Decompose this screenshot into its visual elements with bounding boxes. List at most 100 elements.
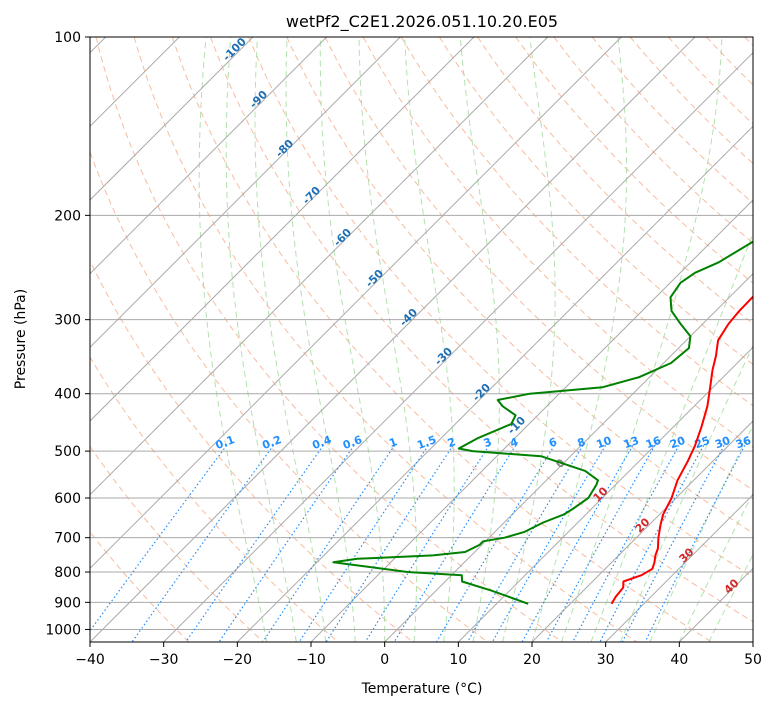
- x-tick-label: 0: [380, 652, 389, 668]
- isotherm-line: [605, 493, 753, 642]
- mixing-ratio-line: [393, 445, 517, 642]
- mixing-ratio-line: [185, 445, 324, 642]
- mixing-ratio-label: 2: [446, 435, 458, 450]
- mixing-ratio-label: 30: [713, 434, 732, 452]
- dry-adiabat-label: -30: [432, 345, 455, 368]
- dry-adiabat-label: -70: [300, 184, 323, 207]
- isotherm-line: [310, 199, 753, 642]
- y-tick-label: 100: [54, 30, 81, 46]
- mixing-ratio-line: [262, 445, 396, 642]
- dry-adiabat-line: [171, 37, 712, 642]
- plot-frame: [89, 36, 754, 643]
- moist-adiabat-line: [678, 492, 753, 642]
- isotherm-line: [457, 346, 753, 642]
- mixing-ratio-label: 0.2: [261, 433, 284, 452]
- dry-adiabat-label: -40: [397, 306, 420, 329]
- mixing-ratio-line: [325, 445, 454, 642]
- mixing-ratio-label: 3: [482, 435, 494, 450]
- x-tick-label: 20: [523, 652, 541, 668]
- y-tick-label: 900: [54, 595, 81, 611]
- x-tick-label: −10: [296, 652, 326, 668]
- moist-adiabat-label: 10: [591, 484, 611, 504]
- mixing-ratio-line: [90, 445, 228, 632]
- x-tick-label: 30: [597, 652, 615, 668]
- dry-adiabat-line: [477, 37, 753, 325]
- mixing-ratio-label: 13: [622, 434, 641, 451]
- dry-adiabat-line: [248, 37, 753, 578]
- background-lines: 0.1 0.2 0.4 0.6 1 1.5 2 3 4 6 8 10 13 16 20 25 30 36-100-…: [90, 35, 753, 642]
- isotherm-line: [90, 37, 475, 422]
- mixing-ratio-line: [491, 445, 607, 642]
- x-tick-label: 50: [744, 652, 762, 668]
- y-tick-label: 600: [54, 491, 81, 507]
- moist-adiabat-line: [319, 37, 386, 642]
- dry-adiabat-label: -100: [220, 35, 249, 64]
- mixing-ratio-label: 8: [576, 435, 588, 450]
- mixing-ratio-label: 16: [644, 434, 663, 452]
- mixing-ratio-label: 4: [508, 435, 520, 450]
- temperature-profile-line: [610, 295, 753, 605]
- dewpoint-profile-line: [332, 240, 753, 605]
- isotherm-line: [90, 37, 401, 349]
- mixing-ratio-label: 6: [547, 435, 559, 450]
- mixing-ratio-line: [545, 445, 656, 642]
- x-tick-label: −20: [223, 652, 253, 668]
- dry-adiabat-label: -20: [470, 381, 493, 404]
- x-axis-label: Temperature (°C): [361, 681, 483, 697]
- series-group: [332, 240, 753, 605]
- dry-adiabat-label: -60: [331, 226, 354, 249]
- dry-adiabat-line: [591, 37, 753, 204]
- isotherm-line: [531, 420, 753, 642]
- dry-adiabat-line: [706, 37, 753, 86]
- isotherm-line: [90, 37, 549, 496]
- mixing-ratio-line: [599, 445, 705, 642]
- isotherm-line: [90, 37, 696, 642]
- mixing-ratio-line: [364, 445, 490, 642]
- dry-adiabat-line: [133, 37, 638, 642]
- isotherm-line: [678, 567, 753, 642]
- moist-adiabat-line: [358, 37, 418, 642]
- y-tick-label: 400: [54, 387, 81, 403]
- mixing-ratio-line: [521, 445, 634, 642]
- dry-adiabat-line: [90, 445, 264, 642]
- isotherm-line: [752, 641, 753, 642]
- mixing-ratio-line: [572, 445, 680, 642]
- moist-adiabat-line: [502, 37, 556, 642]
- mixing-ratio-line: [298, 445, 429, 642]
- x-tick-label: 40: [670, 652, 688, 668]
- x-tick-label: −30: [149, 652, 179, 668]
- dry-adiabat-line: [438, 37, 753, 366]
- dry-adiabat-label: -90: [247, 88, 270, 111]
- dry-adiabat-line: [90, 259, 414, 642]
- dry-adiabat-line: [90, 150, 488, 642]
- mixing-ratio-line: [621, 445, 725, 642]
- mixing-ratio-label: 0.1: [214, 433, 237, 452]
- moist-adiabat-line: [404, 37, 455, 642]
- mixing-ratio-label: 20: [668, 434, 687, 452]
- dry-adiabat-line: [95, 37, 563, 642]
- y-tick-label: 1000: [45, 622, 81, 638]
- moist-adiabat-line: [254, 37, 327, 642]
- mixing-ratio-label: 0.4: [310, 433, 333, 452]
- mixing-ratio-line: [218, 445, 355, 642]
- moist-adiabat-label: 40: [722, 576, 742, 596]
- y-tick-label: 800: [54, 565, 81, 581]
- moist-adiabat-line: [198, 37, 268, 642]
- dry-adiabat-line: [744, 37, 753, 47]
- mixing-ratio-line: [131, 445, 274, 642]
- isotherm-line: [90, 37, 328, 275]
- dry-adiabat-line: [210, 37, 753, 623]
- moist-adiabat-line: [649, 424, 753, 642]
- moist-adiabat-line: [531, 37, 628, 642]
- dry-adiabat-line: [286, 37, 753, 534]
- isotherm-line: [90, 37, 622, 570]
- mixing-ratio-label: 1: [387, 435, 399, 450]
- mixing-ratio-label: 36: [734, 434, 753, 452]
- moist-adiabat-line: [561, 37, 723, 642]
- x-tick-label: 10: [449, 652, 467, 668]
- chart-title: wetPf2_C2E1.2026.051.10.20.E05: [286, 12, 558, 32]
- x-tick-label: −40: [75, 652, 105, 668]
- mixing-ratio-label: 10: [595, 434, 614, 452]
